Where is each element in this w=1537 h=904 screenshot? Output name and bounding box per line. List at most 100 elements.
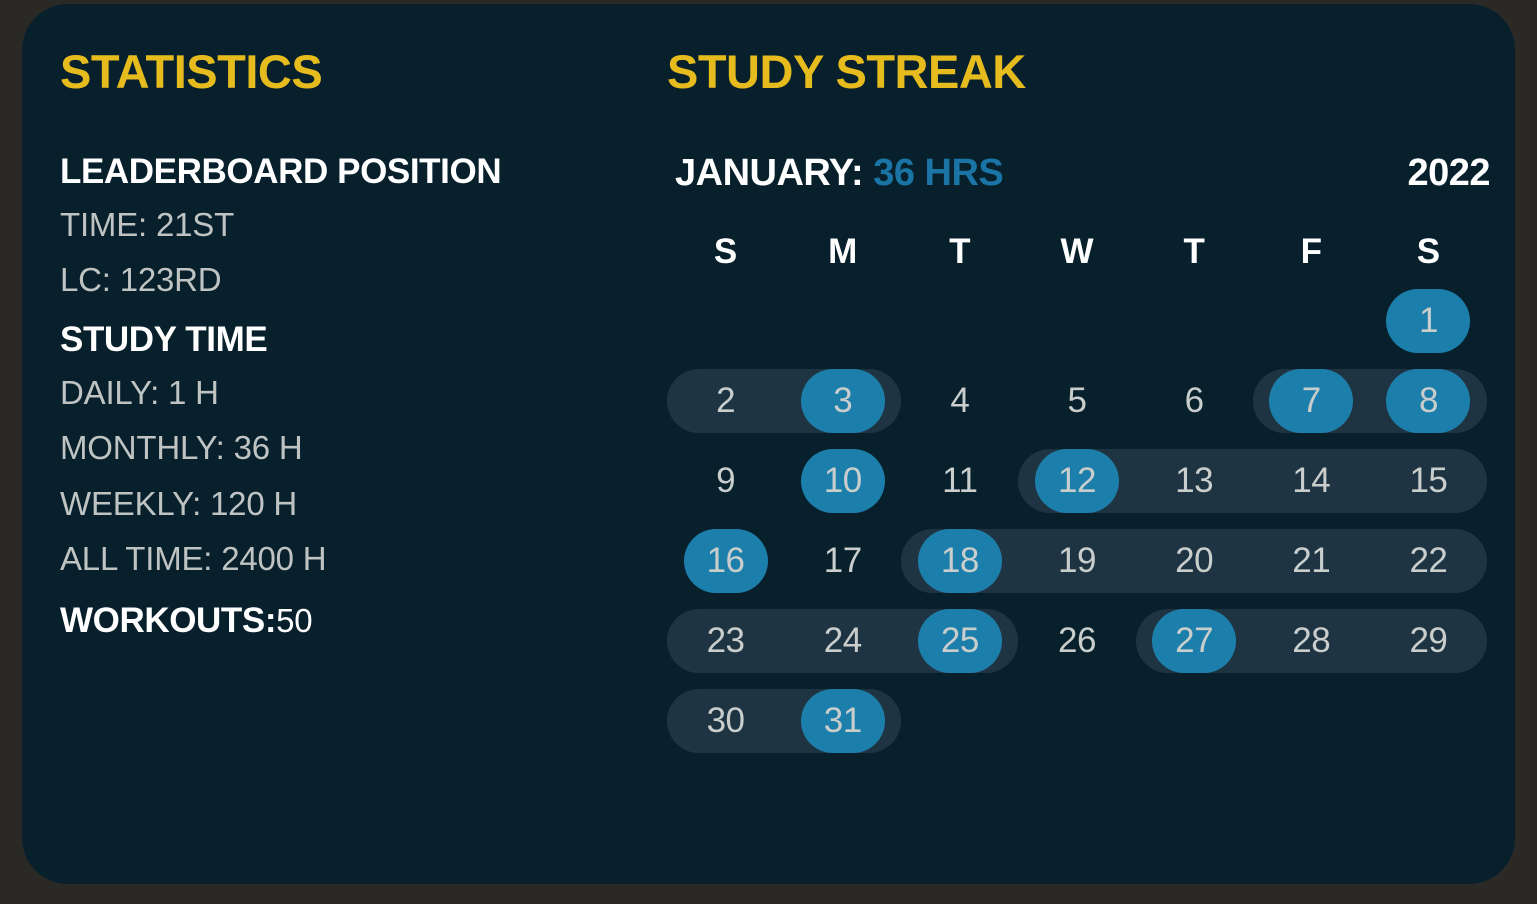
calendar-day-cell[interactable]: 31 [784,681,901,761]
workouts-label: WORKOUTS: [60,601,277,641]
calendar-day-active[interactable]: 31 [800,689,885,753]
calendar-day-cell[interactable]: 21 [1253,521,1370,601]
calendar-day[interactable]: 22 [1409,541,1448,580]
calendar-day-cell[interactable]: 8 [1370,361,1487,441]
calendar-day[interactable]: 23 [706,621,745,660]
calendar-day[interactable]: 11 [942,461,978,500]
calendar: S M T W T F S 1 2 3 4 5 6 7 8 9 10 11 12 13 14 15 16 17 1… [667,223,1487,761]
calendar-week-row: 23 24 25 26 27 28 29 [667,601,1487,681]
calendar-day-cell[interactable]: 19 [1018,521,1135,601]
stats-card: STATISTICS LEADERBOARD POSITION TIME: 21… [22,4,1515,884]
calendar-day-active[interactable]: 3 [800,369,885,433]
weekday-wed: W [1060,232,1094,271]
calendar-day-cell[interactable]: 9 [667,441,784,521]
month-hours: 36 HRS [873,152,1004,194]
calendar-day-active[interactable]: 7 [1269,369,1354,433]
month-name: JANUARY: [675,152,864,194]
calendar-day-empty [1370,681,1487,761]
calendar-day-empty [1253,281,1370,361]
weekday-fri: F [1300,232,1322,271]
calendar-day-cell[interactable]: 5 [1018,361,1135,441]
calendar-day[interactable]: 28 [1292,621,1331,660]
calendar-day[interactable]: 2 [716,381,736,420]
calendar-weeks: 1 2 3 4 5 6 7 8 9 10 11 12 13 14 15 16 17 18 19 20 21 22 23 24 2… [667,281,1487,761]
calendar-day-empty [1136,281,1253,361]
calendar-day-cell[interactable]: 29 [1370,601,1487,681]
calendar-day-cell[interactable]: 15 [1370,441,1487,521]
calendar-day-cell[interactable]: 26 [1018,601,1135,681]
calendar-day-cell[interactable]: 10 [784,441,901,521]
weekday-sat: S [1416,232,1441,271]
calendar-day[interactable]: 24 [823,621,862,660]
calendar-day[interactable]: 6 [1184,381,1204,420]
calendar-week-row: 16 17 18 19 20 21 22 [667,521,1487,601]
calendar-day-cell[interactable]: 4 [901,361,1018,441]
calendar-day[interactable]: 4 [950,381,970,420]
calendar-day-cell[interactable]: 13 [1136,441,1253,521]
month-summary: JANUARY: 36 HRS [675,152,1004,195]
weekday-thu: T [1183,232,1205,271]
calendar-day[interactable]: 19 [1058,541,1096,580]
calendar-day-cell[interactable]: 22 [1370,521,1487,601]
calendar-day-active[interactable]: 16 [683,529,768,593]
calendar-day-cell[interactable]: 25 [901,601,1018,681]
calendar-day[interactable]: 17 [823,541,862,580]
workouts-value: 50 [276,602,313,640]
calendar-day-cell[interactable]: 28 [1253,601,1370,681]
study-time-heading: STUDY TIME [60,320,268,360]
year-label: 2022 [1407,152,1490,194]
calendar-day[interactable]: 29 [1409,621,1448,660]
calendar-day-cell[interactable]: 3 [784,361,901,441]
calendar-day-active[interactable]: 18 [917,529,1002,593]
calendar-day-cell[interactable]: 24 [784,601,901,681]
calendar-day-cell[interactable]: 1 [1370,281,1487,361]
calendar-day-cell[interactable]: 18 [901,521,1018,601]
calendar-day-cell[interactable]: 17 [784,521,901,601]
calendar-day-cell[interactable]: 20 [1136,521,1253,601]
calendar-day-cell[interactable]: 16 [667,521,784,601]
calendar-day-cell[interactable]: 27 [1136,601,1253,681]
calendar-day-active[interactable]: 10 [800,449,885,513]
leaderboard-time-rank: TIME: 21ST [60,205,235,243]
calendar-week-row: 9 10 11 12 13 14 15 [667,441,1487,521]
calendar-day-cell[interactable]: 2 [667,361,784,441]
calendar-day[interactable]: 30 [706,701,745,740]
calendar-day[interactable]: 5 [1067,381,1087,420]
calendar-week-row: 30 31 [667,681,1487,761]
calendar-day-empty [1136,681,1253,761]
calendar-day-active[interactable]: 1 [1386,289,1471,353]
calendar-day[interactable]: 21 [1292,541,1331,580]
statistics-title: STATISTICS [60,45,323,98]
calendar-day-cell[interactable]: 11 [901,441,1018,521]
calendar-day[interactable]: 9 [716,461,736,500]
calendar-day-cell[interactable]: 6 [1136,361,1253,441]
calendar-day-empty [1253,681,1370,761]
calendar-day-cell[interactable]: 23 [667,601,784,681]
study-time-daily: DAILY: 1 H [60,374,219,411]
weekday-mon: M [828,232,858,271]
calendar-week-row: 1 [667,281,1487,361]
calendar-day[interactable]: 14 [1292,461,1331,500]
calendar-day[interactable]: 26 [1058,621,1096,660]
calendar-day-cell[interactable]: 30 [667,681,784,761]
study-streak-title: STUDY STREAK [667,45,1026,98]
calendar-day[interactable]: 13 [1175,461,1214,500]
study-streak-panel: STUDY STREAK JANUARY: 36 HRS 2022 S M T … [667,48,1497,761]
calendar-day-empty [901,681,1018,761]
study-time-weekly: WEEKLY: 120 H [60,484,298,522]
calendar-day-empty [901,281,1018,361]
streak-subheader: JANUARY: 36 HRS 2022 [667,152,1497,198]
calendar-day-cell[interactable]: 14 [1253,441,1370,521]
calendar-day-active[interactable]: 8 [1386,369,1471,433]
calendar-day-active[interactable]: 12 [1034,449,1119,513]
calendar-day-active[interactable]: 25 [917,609,1002,673]
workouts-row: WORKOUTS:50 [60,601,660,641]
calendar-day-empty [1018,281,1135,361]
calendar-weekday-header: S M T W T F S [667,223,1487,281]
calendar-day-cell[interactable]: 7 [1253,361,1370,441]
calendar-day[interactable]: 20 [1175,541,1214,580]
calendar-day-active[interactable]: 27 [1152,609,1237,673]
calendar-day-cell[interactable]: 12 [1018,441,1135,521]
calendar-day[interactable]: 15 [1409,461,1448,500]
